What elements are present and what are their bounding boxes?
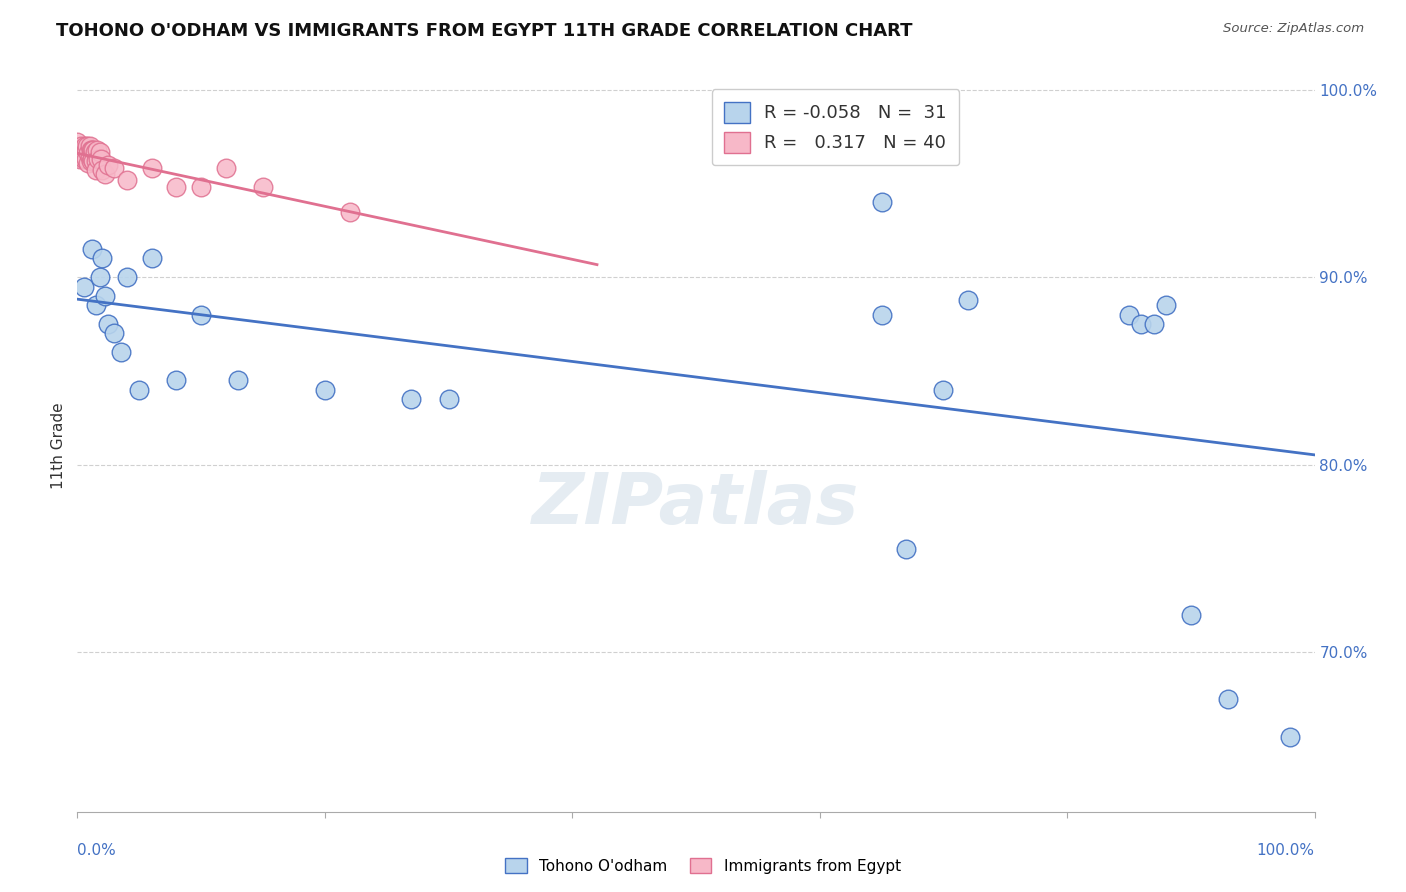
Point <box>215 161 238 176</box>
Point <box>141 252 163 266</box>
Point <box>70 139 93 153</box>
Point <box>339 204 361 219</box>
Point <box>165 373 187 387</box>
Point <box>1118 308 1140 322</box>
Text: 100.0%: 100.0% <box>1257 843 1315 858</box>
Point <box>87 152 110 166</box>
Point <box>957 293 980 307</box>
Text: ZIPatlas: ZIPatlas <box>533 470 859 539</box>
Point <box>93 289 115 303</box>
Point <box>66 135 89 149</box>
Point <box>80 153 103 168</box>
Point <box>1143 317 1166 331</box>
Point <box>75 152 97 166</box>
Point <box>76 139 98 153</box>
Point <box>437 392 460 406</box>
Point <box>80 143 103 157</box>
Point <box>83 145 105 159</box>
Point <box>91 252 114 266</box>
Point <box>808 139 831 153</box>
Point <box>82 143 104 157</box>
Point <box>82 152 104 166</box>
Point <box>67 143 90 157</box>
Point <box>73 139 96 153</box>
Point <box>1180 607 1202 622</box>
Point <box>110 345 132 359</box>
Point <box>1154 298 1177 312</box>
Point <box>91 163 114 178</box>
Point <box>86 143 108 157</box>
Y-axis label: 11th Grade: 11th Grade <box>51 402 66 490</box>
Point <box>82 143 104 157</box>
Point <box>66 148 89 162</box>
Point <box>314 383 336 397</box>
Point <box>165 180 187 194</box>
Point <box>84 153 107 168</box>
Point <box>72 152 94 166</box>
Point <box>103 161 125 176</box>
Point <box>77 146 100 161</box>
Point <box>190 180 212 194</box>
Point <box>870 308 893 322</box>
Text: 0.0%: 0.0% <box>77 843 117 858</box>
Point <box>97 317 120 331</box>
Point <box>896 542 918 557</box>
Point <box>69 152 91 166</box>
Point <box>82 242 104 256</box>
Point <box>89 270 111 285</box>
Point <box>84 163 107 178</box>
Point <box>401 392 423 406</box>
Point <box>79 150 101 164</box>
Point <box>252 180 274 194</box>
Point <box>93 167 115 181</box>
Point <box>1130 317 1153 331</box>
Point <box>72 143 94 157</box>
Point <box>115 172 138 186</box>
Point <box>103 326 125 341</box>
Point <box>141 161 163 176</box>
Point <box>190 308 212 322</box>
Point <box>1216 692 1239 706</box>
Text: Source: ZipAtlas.com: Source: ZipAtlas.com <box>1223 22 1364 36</box>
Point <box>1278 730 1301 744</box>
Point <box>97 158 120 172</box>
Point <box>128 383 150 397</box>
Point <box>870 195 893 210</box>
Point <box>115 270 138 285</box>
Legend: Tohono O'odham, Immigrants from Egypt: Tohono O'odham, Immigrants from Egypt <box>499 852 907 880</box>
Text: TOHONO O'ODHAM VS IMMIGRANTS FROM EGYPT 11TH GRADE CORRELATION CHART: TOHONO O'ODHAM VS IMMIGRANTS FROM EGYPT … <box>56 22 912 40</box>
Point <box>79 139 101 153</box>
Point <box>82 153 104 168</box>
Point <box>72 279 94 293</box>
Point <box>89 145 111 159</box>
Point <box>932 383 955 397</box>
Point <box>75 143 97 157</box>
Point <box>72 146 94 161</box>
Point <box>226 373 249 387</box>
Point <box>90 152 112 166</box>
Point <box>84 298 107 312</box>
Point <box>77 156 100 170</box>
Legend: R = -0.058   N =  31, R =   0.317   N = 40: R = -0.058 N = 31, R = 0.317 N = 40 <box>711 89 959 165</box>
